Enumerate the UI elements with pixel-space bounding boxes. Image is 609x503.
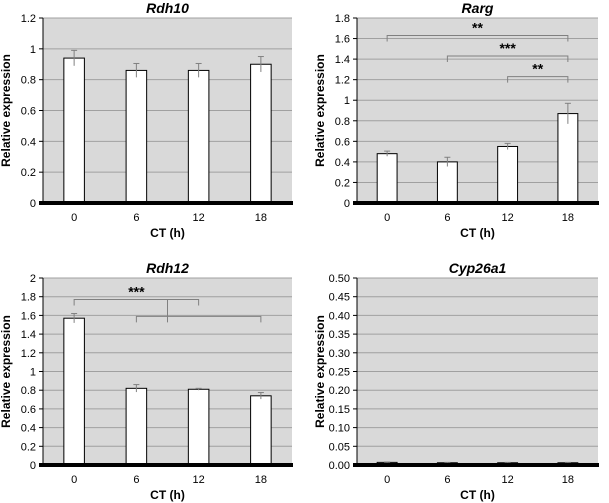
y-tick-label: 0.4 [335, 157, 350, 169]
y-tick-label: 0 [30, 460, 36, 472]
significance-bracket [135, 315, 262, 323]
significance-bracket [507, 76, 569, 83]
y-axis-label: Relative expression [0, 315, 13, 428]
bar [557, 113, 579, 204]
x-tick-label: 12 [193, 474, 205, 486]
y-tick-label: 0.20 [329, 385, 350, 397]
x-axis-label: CT (h) [460, 488, 495, 502]
y-tick-label: 1.8 [335, 13, 350, 25]
y-tick-label: 0.4 [21, 423, 36, 435]
y-tick-label: 0.05 [329, 441, 350, 453]
y-tick-label: 0.2 [21, 441, 36, 453]
x-axis-label: CT (h) [150, 226, 185, 240]
y-tick-label: 0 [30, 198, 36, 210]
y-tick-label: 0.4 [21, 136, 36, 148]
bar [250, 63, 272, 204]
y-tick-label: 0.00 [329, 460, 350, 472]
x-axis-label: CT (h) [460, 226, 495, 240]
x-tick-label: 18 [255, 212, 267, 224]
y-tick-label: 1.2 [335, 75, 350, 87]
x-axis-label: CT (h) [150, 488, 185, 502]
chart-title: Rarg [462, 0, 494, 16]
bar [125, 69, 148, 204]
x-tick-label: 6 [133, 474, 139, 486]
x-tick-label: 6 [444, 212, 450, 224]
x-tick-label: 12 [193, 212, 205, 224]
significance-label: *** [499, 40, 516, 56]
significance-label: ** [532, 61, 543, 77]
bar [497, 145, 519, 204]
x-tick-label: 6 [133, 212, 139, 224]
bar [250, 395, 272, 466]
x-tick-label: 12 [502, 212, 514, 224]
x-tick-label: 18 [562, 212, 574, 224]
y-tick-label: 0.40 [329, 310, 350, 322]
y-tick-label: 0.8 [335, 116, 350, 128]
bar [436, 161, 458, 204]
bar [63, 317, 85, 466]
x-tick-label: 0 [71, 474, 77, 486]
y-tick-label: 1.2 [21, 13, 36, 25]
y-axis-label: Relative expression [0, 54, 13, 167]
y-tick-label: 0.10 [329, 423, 350, 435]
chart-title: Rdh12 [146, 260, 189, 276]
x-tick-label: 18 [562, 474, 574, 486]
y-tick-label: 1.4 [21, 329, 36, 341]
x-tick-label: 0 [384, 212, 390, 224]
y-tick-label: 0 [344, 198, 350, 210]
y-axis-label: Relative expression [313, 315, 327, 428]
y-tick-label: 1.2 [21, 348, 36, 360]
y-tick-label: 0.45 [329, 292, 350, 304]
y-axis-label: Relative expression [313, 54, 327, 167]
bar [376, 153, 398, 204]
significance-bracket [386, 34, 569, 42]
chart-2: 0 0.2 0.4 0.6 0.8 1 1.2 1.4 1.6 1.8 2 0 6 12 18 CT (h) R… [0, 260, 293, 502]
significance-label: ** [472, 19, 483, 35]
x-tick-label: 0 [71, 212, 77, 224]
y-tick-label: 2 [30, 273, 36, 285]
y-tick-label: 1 [344, 95, 350, 107]
chart-title: Cyp26a1 [449, 260, 507, 276]
x-tick-label: 12 [502, 474, 514, 486]
y-tick-label: 0.15 [329, 404, 350, 416]
significance-label: *** [128, 284, 145, 300]
y-tick-label: 1.6 [335, 34, 350, 46]
y-tick-label: 0.6 [21, 106, 36, 118]
x-tick-label: 6 [444, 474, 450, 486]
y-tick-label: 0.8 [21, 385, 36, 397]
y-tick-label: 1 [30, 44, 36, 56]
chart-1: 0 0.2 0.4 0.6 0.8 1 1.2 1.4 1.6 1.8 0 6 12 18 CT (h) Re… [313, 0, 599, 240]
bar [63, 57, 85, 204]
y-tick-label: 0.25 [329, 367, 350, 379]
chart-0: 0 0.2 0.4 0.6 0.8 1 1.2 0 6 12 18 CT (h) Relative ex… [0, 0, 293, 240]
y-tick-label: 0.8 [21, 75, 36, 87]
y-tick-label: 1 [30, 367, 36, 379]
bar [125, 387, 148, 466]
y-tick-label: 0.6 [335, 136, 350, 148]
y-tick-label: 1.6 [21, 310, 36, 322]
y-tick-label: 1.8 [21, 292, 36, 304]
y-tick-label: 0.35 [329, 329, 350, 341]
significance-bracket [73, 299, 200, 306]
x-tick-label: 0 [384, 474, 390, 486]
bar [187, 388, 210, 466]
chart-title: Rdh10 [146, 0, 189, 16]
y-tick-label: 0.2 [335, 177, 350, 189]
bar [187, 69, 210, 204]
significance-bracket [446, 55, 569, 63]
x-tick-label: 18 [255, 474, 267, 486]
y-tick-label: 0.2 [21, 167, 36, 179]
y-tick-label: 0.50 [329, 273, 350, 285]
chart-3: 0.00 0.05 0.10 0.15 0.20 0.25 0.30 0.35 0.40 0.45… [313, 260, 599, 502]
y-tick-label: 0.30 [329, 348, 350, 360]
y-tick-label: 1.4 [335, 54, 350, 66]
y-tick-label: 0.6 [21, 404, 36, 416]
